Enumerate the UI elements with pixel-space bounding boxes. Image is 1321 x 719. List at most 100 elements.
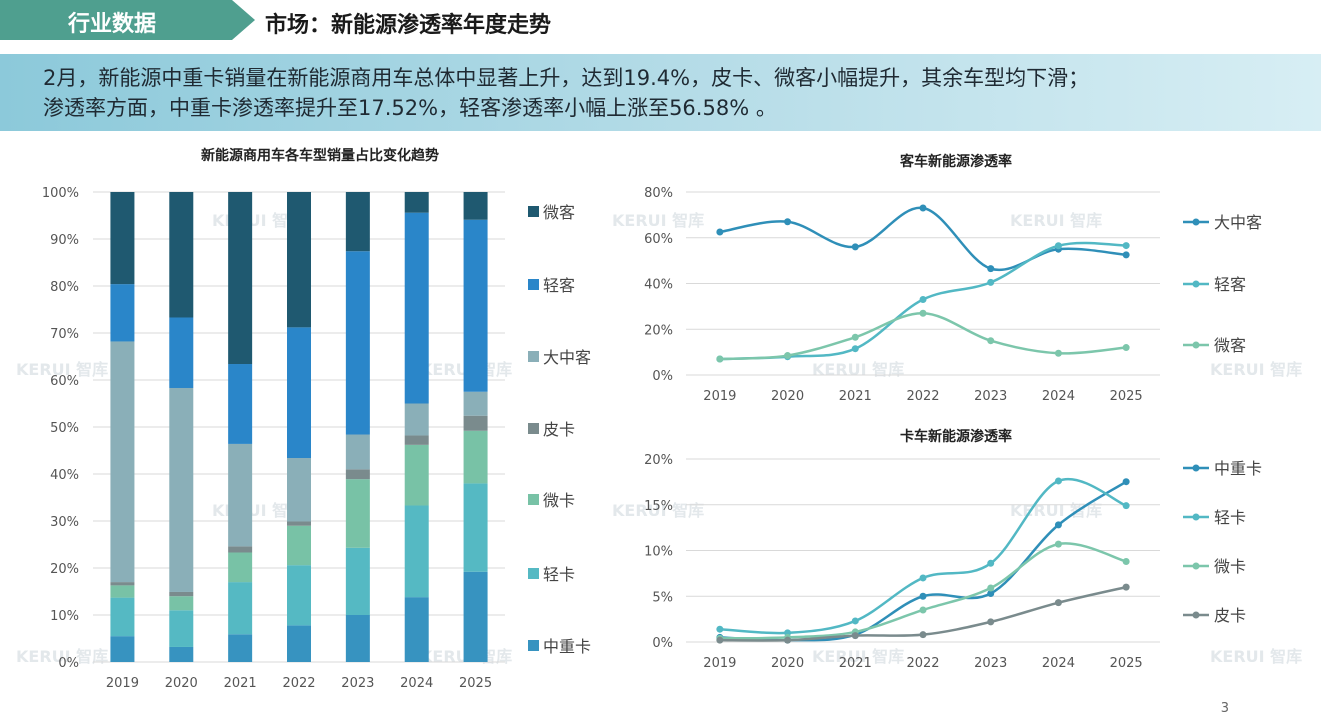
bar-segment-轻卡-2021 (228, 582, 253, 635)
bar-x-tick-2023: 2023 (341, 676, 374, 691)
bar-y-tick-4: 40% (50, 468, 79, 483)
bus-chart-point-微客-2019 (716, 355, 724, 363)
bus-chart-y-tick-4: 80% (644, 186, 673, 201)
bar-segment-微卡-2022 (287, 525, 311, 566)
truck-chart-y-tick-0: 0% (652, 636, 673, 651)
bar-segment-轻客-2022 (287, 327, 311, 459)
bar-x-tick-2022: 2022 (282, 676, 315, 691)
bus-chart-legend-label-微客: 微客 (1214, 336, 1246, 355)
truck-chart-point-轻卡-2024 (1054, 477, 1062, 485)
bar-segment-微卡-2020 (169, 596, 194, 611)
bus-chart-point-轻客-2024 (1054, 242, 1062, 250)
bar-segment-皮卡-2024 (404, 435, 429, 445)
bar-segment-中重卡-2025 (463, 571, 488, 662)
bar-y-tick-9: 90% (50, 233, 79, 248)
section-tag-label: 行业数据 (68, 12, 157, 37)
bar-y-tick-3: 30% (50, 515, 79, 530)
truck-chart-legend-marker-微卡 (1192, 562, 1200, 570)
truck-chart-legend-marker-中重卡 (1192, 464, 1200, 472)
bus-chart-point-微客-2022 (919, 309, 927, 317)
truck-chart-x-tick-2024: 2024 (1042, 656, 1075, 671)
truck-chart-legend-label-皮卡: 皮卡 (1214, 606, 1246, 625)
bus-chart-y-tick-3: 60% (644, 232, 673, 247)
bar-x-tick-2025: 2025 (459, 676, 492, 691)
bus-chart-point-微客-2021 (851, 333, 859, 341)
truck-chart-point-微卡-2024 (1054, 540, 1062, 548)
truck-chart-point-皮卡-2023 (987, 618, 995, 626)
bus-chart-point-大中客-2020 (784, 218, 792, 226)
truck-chart-title: 卡车新能源渗透率 (900, 428, 1012, 445)
truck-chart-y-tick-4: 20% (644, 453, 673, 468)
bus-chart-point-轻客-2023 (987, 278, 995, 286)
bar-segment-微卡-2019 (110, 585, 135, 598)
truck-chart-point-轻卡-2023 (987, 559, 995, 567)
bus-chart-y-tick-1: 20% (644, 323, 673, 338)
bar-y-tick-7: 70% (50, 327, 79, 342)
page-number: 3 (1220, 701, 1229, 716)
page-title: 市场：新能源渗透率年度走势 (265, 13, 552, 38)
bar-chart-title: 新能源商用车各车型销量占比变化趋势 (201, 147, 439, 164)
bar-segment-大中客-2020 (169, 387, 194, 592)
bar-y-tick-5: 50% (50, 421, 79, 436)
truck-chart-point-皮卡-2021 (851, 632, 859, 640)
bus-chart-point-微客-2024 (1054, 349, 1062, 357)
bar-legend-swatch-轻客 (528, 279, 539, 290)
bar-legend-swatch-微卡 (528, 494, 539, 505)
bus-chart-legend-marker-轻客 (1192, 280, 1200, 288)
summary-banner: 2月，新能源中重卡销量在新能源商用车总体中显著上升，达到19.4%，皮卡、微客小… (0, 54, 1321, 131)
bar-y-tick-0: 0% (58, 656, 79, 671)
bar-segment-轻客-2020 (169, 317, 194, 388)
bar-segment-轻客-2019 (110, 284, 135, 342)
watermark-11: KERUI 智库 (1210, 647, 1302, 666)
truck-chart-y-tick-2: 10% (644, 545, 673, 560)
bar-segment-轻客-2021 (228, 364, 253, 444)
bar-legend-swatch-微客 (528, 206, 539, 217)
truck-chart-y-tick-1: 5% (652, 590, 673, 605)
truck-chart-point-皮卡-2025 (1122, 583, 1130, 591)
watermark-7: KERUI 智库 (812, 360, 904, 379)
bar-segment-轻卡-2024 (404, 505, 429, 598)
bar-segment-微客-2025 (463, 192, 488, 220)
summary-line-2: 渗透率方面，中重卡渗透率提升至17.52%，轻客渗透率小幅上涨至56.58% 。 (43, 96, 777, 120)
bar-segment-大中客-2025 (463, 391, 488, 416)
bar-legend-label-轻客: 轻客 (543, 276, 575, 295)
bar-y-tick-6: 60% (50, 374, 79, 389)
bus-chart-point-大中客-2021 (851, 243, 859, 251)
bar-x-tick-2024: 2024 (400, 676, 433, 691)
bus-chart-x-tick-2019: 2019 (703, 389, 736, 404)
truck-chart-legend-label-中重卡: 中重卡 (1214, 459, 1262, 478)
bar-segment-中重卡-2024 (404, 597, 429, 662)
bus-chart-legend-marker-大中客 (1192, 218, 1200, 226)
bar-x-tick-2019: 2019 (106, 676, 139, 691)
bus-chart-legend-label-大中客: 大中客 (1214, 213, 1262, 232)
truck-chart-x-tick-2022: 2022 (906, 656, 939, 671)
bar-segment-微客-2022 (287, 192, 311, 328)
watermark-10: KERUI 智库 (1210, 360, 1302, 379)
truck-chart-legend-marker-轻卡 (1192, 513, 1200, 521)
bus-chart-title: 客车新能源渗透率 (899, 153, 1012, 170)
bus-chart-point-微客-2025 (1122, 344, 1130, 352)
truck-chart-point-皮卡-2024 (1054, 599, 1062, 607)
truck-chart-x-tick-2020: 2020 (771, 656, 804, 671)
bar-segment-轻卡-2025 (463, 483, 488, 572)
bus-chart-point-轻客-2025 (1122, 242, 1130, 250)
bar-legend-swatch-轻卡 (528, 568, 539, 579)
bar-segment-皮卡-2021 (228, 546, 253, 553)
bar-y-tick-2: 20% (50, 562, 79, 577)
bar-segment-皮卡-2025 (463, 415, 488, 431)
truck-chart-point-轻卡-2021 (851, 617, 859, 625)
bar-segment-轻客-2023 (345, 251, 370, 435)
bar-legend-label-微客: 微客 (543, 203, 575, 222)
bus-chart-point-大中客-2022 (919, 204, 927, 212)
bar-legend-label-皮卡: 皮卡 (543, 420, 575, 439)
watermark-5: KERUI 智库 (612, 211, 704, 230)
bus-chart-point-大中客-2025 (1122, 251, 1130, 259)
truck-chart-legend-marker-皮卡 (1192, 611, 1200, 619)
bus-chart-x-tick-2021: 2021 (839, 389, 872, 404)
bar-segment-大中客-2024 (404, 403, 429, 436)
bus-chart-point-微客-2020 (784, 352, 792, 360)
bus-chart-y-tick-0: 0% (652, 369, 673, 384)
bus-chart-x-tick-2025: 2025 (1110, 389, 1143, 404)
bar-segment-大中客-2022 (287, 458, 311, 522)
bus-chart-x-tick-2022: 2022 (906, 389, 939, 404)
